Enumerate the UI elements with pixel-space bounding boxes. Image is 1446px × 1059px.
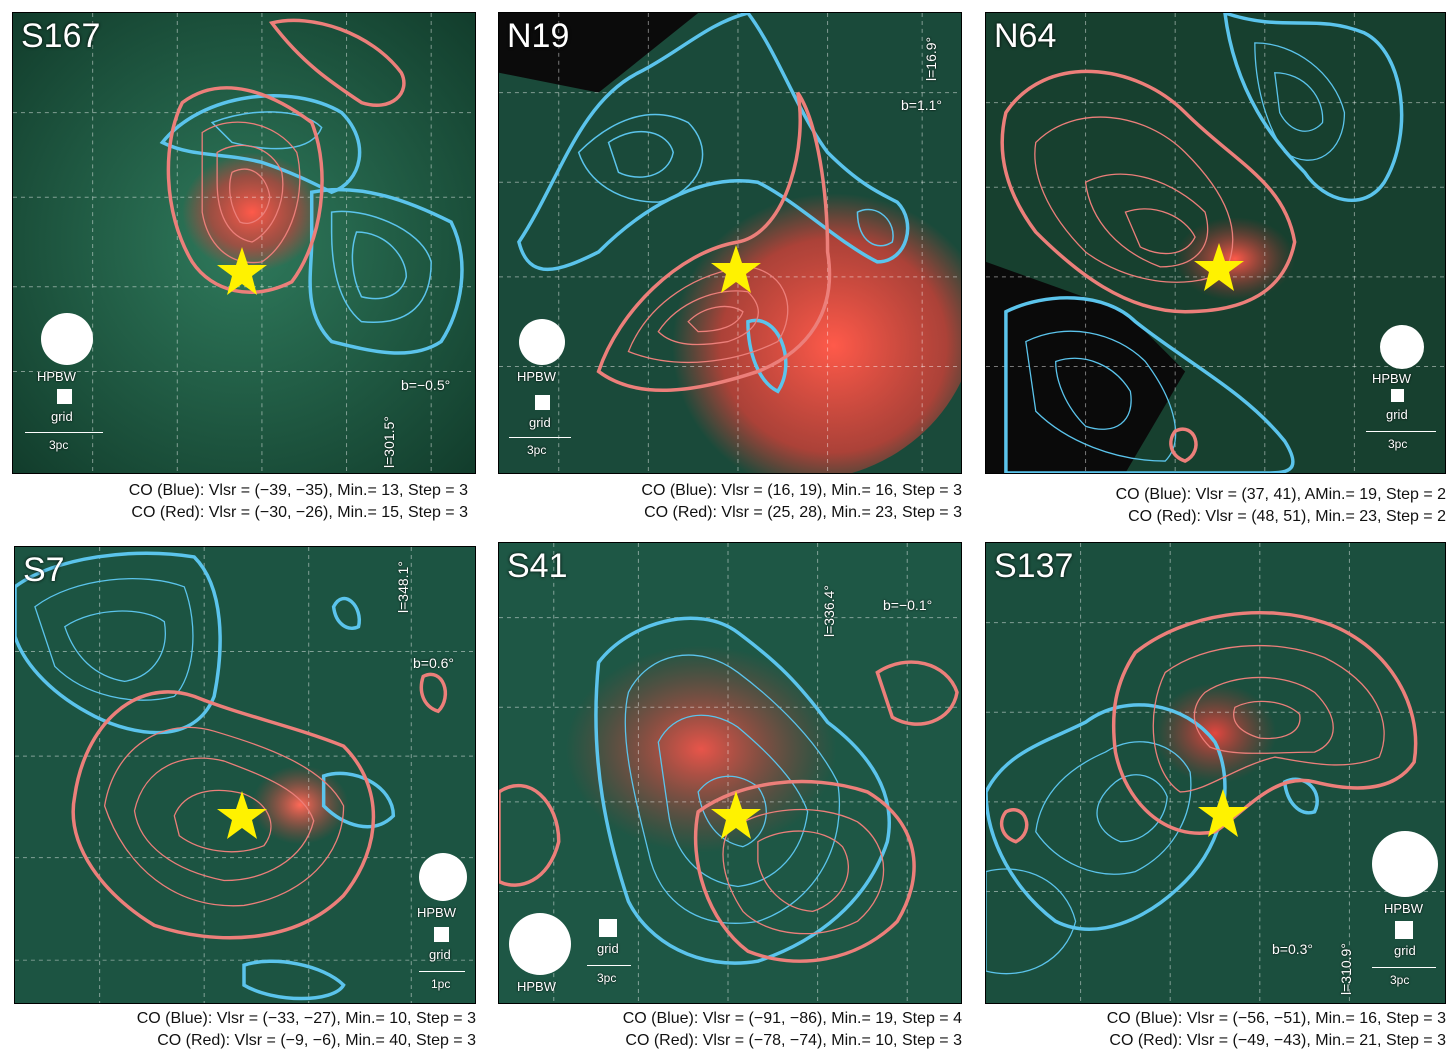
caption-n64: CO (Blue): Vlsr = (37, 41), AMin.= 19, S…	[985, 484, 1446, 528]
caption-blue: CO (Blue): Vlsr = (−56, −51), Min.= 16, …	[1106, 1010, 1446, 1027]
hpbw-label: HPBW	[417, 905, 456, 920]
scale-bar	[509, 437, 571, 438]
panel-s167: S167 HPBW grid 3pc l=301.5° b=−0.5°	[12, 12, 476, 474]
panel-title: N64	[994, 17, 1057, 55]
caption-s167: CO (Blue): Vlsr = (−39, −35), Min.= 13, …	[12, 480, 468, 524]
scale-label: 1pc	[431, 977, 451, 991]
grid-size-box	[1391, 389, 1404, 402]
longitude-label: l=301.5°	[381, 416, 397, 468]
hpbw-beam-disc	[519, 319, 565, 365]
grid-size-box	[1395, 921, 1413, 939]
hpbw-label: HPBW	[1384, 901, 1423, 916]
caption-s7: CO (Blue): Vlsr = (−33, −27), Min.= 10, …	[14, 1008, 476, 1052]
panel-n19: N19 HPBW grid 3pc l=16.9° b=1.1°	[498, 12, 962, 474]
longitude-label: l=336.4°	[821, 585, 837, 637]
hpbw-beam-disc	[419, 853, 467, 901]
panel-title: S137	[994, 547, 1074, 585]
caption-blue: CO (Blue): Vlsr = (37, 41), AMin.= 19, S…	[1115, 486, 1446, 503]
caption-red: CO (Red): Vlsr = (−78, −74), Min.= 10, S…	[625, 1032, 962, 1049]
scale-bar	[419, 971, 465, 972]
scale-label: 3pc	[1388, 437, 1408, 451]
panel-s7: S7 HPBW grid 1pc l=348.1° b=0.6°	[14, 546, 476, 1004]
hpbw-beam-disc	[1372, 831, 1438, 897]
longitude-label: l=348.1°	[395, 561, 411, 613]
grid-label: grid	[597, 941, 619, 956]
scale-bar	[1372, 967, 1436, 968]
grid-size-box	[535, 395, 550, 410]
caption-red: CO (Red): Vlsr = (25, 28), Min.= 23, Ste…	[644, 504, 962, 521]
hpbw-label: HPBW	[517, 979, 556, 994]
star-icon	[217, 791, 267, 839]
s41-image	[499, 543, 961, 1003]
grid-size-box	[599, 919, 617, 937]
latitude-label: b=0.3°	[1272, 941, 1314, 957]
panel-title: S167	[21, 17, 101, 55]
star-icon	[711, 245, 761, 293]
caption-red: CO (Red): Vlsr = (−9, −6), Min.= 40, Ste…	[157, 1032, 476, 1049]
grid-size-box	[57, 389, 72, 404]
panel-n64: N64 HPBW grid 3pc	[985, 12, 1446, 474]
panel-title: S41	[507, 547, 568, 585]
hpbw-beam-disc	[509, 913, 571, 975]
grid-label: grid	[429, 947, 451, 962]
grid-label: grid	[529, 415, 551, 430]
caption-red: CO (Red): Vlsr = (−30, −26), Min.= 15, S…	[131, 504, 468, 521]
panel-s41: S41 HPBW grid 3pc l=336.4° b=−0.1°	[498, 542, 962, 1004]
grid-label: grid	[1386, 407, 1408, 422]
latitude-label: b=−0.5°	[401, 377, 451, 393]
caption-blue: CO (Blue): Vlsr = (−33, −27), Min.= 10, …	[136, 1010, 476, 1027]
s167-image	[13, 13, 475, 473]
n19-image	[499, 13, 961, 473]
star-icon	[1194, 243, 1244, 291]
scale-bar	[1366, 431, 1436, 432]
grid-label: grid	[1394, 943, 1416, 958]
grid-size-box	[434, 927, 449, 942]
n64-image	[986, 13, 1445, 473]
hpbw-beam-disc	[41, 313, 93, 365]
hpbw-label: HPBW	[37, 369, 76, 384]
caption-red: CO (Red): Vlsr = (−49, −43), Min.= 21, S…	[1109, 1032, 1446, 1049]
scale-label: 3pc	[527, 443, 547, 457]
scale-bar	[587, 965, 631, 966]
caption-s41: CO (Blue): Vlsr = (−91, −86), Min.= 19, …	[498, 1008, 962, 1052]
caption-red: CO (Red): Vlsr = (48, 51), Min.= 23, Ste…	[1128, 508, 1446, 525]
hpbw-beam-disc	[1380, 325, 1424, 369]
longitude-label: l=16.9°	[923, 36, 939, 81]
longitude-label: l=310.9°	[1338, 943, 1354, 995]
scale-bar	[25, 432, 103, 433]
latitude-label: b=−0.1°	[883, 597, 933, 613]
scale-label: 3pc	[597, 971, 617, 985]
star-icon	[217, 247, 267, 295]
panel-title: N19	[507, 17, 570, 55]
s7-image	[15, 547, 475, 1003]
hpbw-label: HPBW	[517, 369, 556, 384]
hpbw-label: HPBW	[1372, 371, 1411, 386]
scale-label: 3pc	[49, 438, 69, 452]
panel-title: S7	[23, 551, 65, 589]
caption-n19: CO (Blue): Vlsr = (16, 19), Min.= 16, St…	[498, 480, 962, 524]
caption-blue: CO (Blue): Vlsr = (−91, −86), Min.= 19, …	[622, 1010, 962, 1027]
s137-image	[986, 543, 1445, 1003]
latitude-label: b=0.6°	[413, 655, 455, 671]
star-icon	[1198, 789, 1248, 837]
star-icon	[711, 791, 761, 839]
panel-s137: S137 HPBW grid 3pc l=310.9° b=0.3°	[985, 542, 1446, 1004]
latitude-label: b=1.1°	[901, 97, 943, 113]
caption-blue: CO (Blue): Vlsr = (16, 19), Min.= 16, St…	[641, 482, 962, 499]
scale-label: 3pc	[1390, 973, 1410, 987]
caption-blue: CO (Blue): Vlsr = (−39, −35), Min.= 13, …	[128, 482, 468, 499]
caption-s137: CO (Blue): Vlsr = (−56, −51), Min.= 16, …	[985, 1008, 1446, 1052]
grid-label: grid	[51, 409, 73, 424]
